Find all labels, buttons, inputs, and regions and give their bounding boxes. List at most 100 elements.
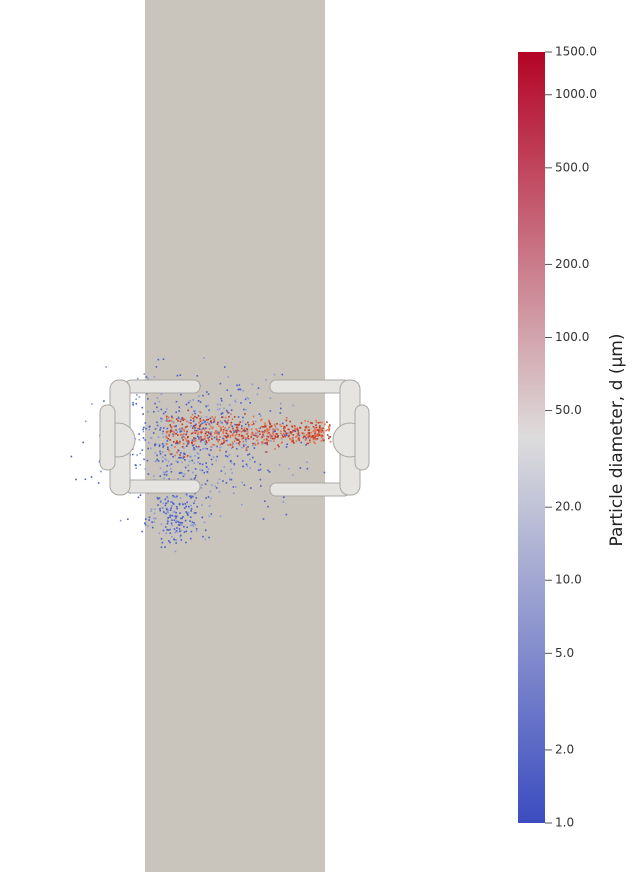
particle — [166, 511, 169, 514]
particle — [241, 435, 243, 438]
particle — [145, 376, 148, 378]
particle — [323, 471, 326, 474]
particle — [171, 504, 174, 507]
particle — [243, 408, 245, 411]
particle — [177, 416, 180, 418]
particle — [270, 440, 272, 442]
particle — [194, 477, 197, 479]
particle — [190, 508, 193, 510]
particle — [268, 428, 271, 431]
particle — [175, 506, 178, 508]
particle — [320, 431, 322, 433]
particle — [298, 436, 300, 439]
particle — [100, 470, 102, 473]
particle — [213, 421, 215, 423]
particle — [236, 423, 238, 426]
particle — [214, 432, 216, 435]
particle — [259, 468, 262, 471]
particle — [262, 441, 264, 443]
particle — [190, 530, 193, 533]
particle — [199, 449, 202, 451]
particle — [147, 441, 150, 444]
particle — [319, 425, 321, 427]
particle — [206, 470, 209, 473]
particle — [185, 493, 188, 496]
particle — [196, 427, 199, 430]
particle — [154, 428, 157, 430]
particle — [266, 428, 268, 430]
particle — [207, 418, 210, 421]
particle — [173, 538, 176, 541]
particle — [157, 504, 159, 506]
particle — [228, 404, 231, 406]
particle — [222, 425, 225, 428]
particle — [251, 434, 253, 436]
particle — [97, 482, 100, 484]
particle — [265, 379, 267, 381]
particle — [192, 419, 195, 422]
particle — [171, 535, 173, 538]
particle — [168, 420, 171, 422]
particle — [170, 428, 173, 431]
particle — [169, 431, 172, 433]
particle — [225, 421, 227, 423]
particle — [231, 443, 234, 446]
particle — [142, 437, 145, 439]
particle — [235, 447, 238, 450]
particle — [91, 403, 93, 405]
particle — [180, 434, 182, 436]
particle — [151, 521, 153, 524]
particle — [173, 432, 176, 435]
particle — [227, 444, 229, 446]
particle — [147, 398, 149, 400]
particle — [231, 441, 234, 444]
particle — [172, 456, 174, 458]
particle — [187, 440, 190, 442]
particle — [234, 400, 237, 403]
particle — [177, 520, 180, 523]
particle — [176, 495, 178, 498]
particle — [226, 422, 228, 425]
particle — [314, 435, 317, 437]
particle — [269, 433, 272, 436]
particle — [216, 432, 219, 435]
particle — [224, 455, 227, 457]
particle — [222, 442, 225, 444]
particle — [314, 432, 316, 435]
tick-label: 1.0 — [555, 816, 574, 830]
particle — [230, 468, 232, 471]
particle — [319, 421, 322, 424]
particle — [195, 474, 197, 477]
particle — [258, 427, 261, 430]
particle — [159, 507, 161, 510]
particle — [306, 442, 308, 445]
particle — [187, 443, 189, 445]
particle — [275, 433, 278, 435]
particle — [192, 444, 194, 447]
particle — [136, 454, 139, 456]
particle — [194, 492, 196, 495]
particle — [165, 434, 168, 437]
particle — [180, 430, 183, 432]
particle — [163, 477, 165, 480]
particle — [146, 459, 149, 462]
particle — [233, 431, 235, 433]
particle — [276, 422, 278, 425]
particle — [251, 423, 254, 426]
particle — [213, 436, 216, 439]
particle — [212, 418, 215, 420]
particle — [197, 461, 199, 463]
particle — [135, 398, 137, 401]
particle — [301, 431, 304, 434]
particle — [182, 434, 184, 437]
particle — [208, 515, 211, 517]
particle — [216, 408, 219, 411]
particle — [200, 432, 203, 434]
particle — [237, 388, 240, 391]
particle — [144, 468, 147, 470]
particle — [230, 478, 233, 481]
particle — [187, 409, 190, 412]
particle — [185, 541, 187, 544]
particle — [302, 436, 305, 439]
particle — [191, 521, 194, 524]
